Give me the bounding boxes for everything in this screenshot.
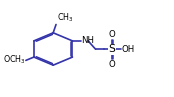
Text: O: O <box>108 60 115 69</box>
Text: OH: OH <box>122 45 135 54</box>
Text: OCH$_3$: OCH$_3$ <box>3 54 25 66</box>
Text: S: S <box>108 44 115 54</box>
Text: O: O <box>108 30 115 39</box>
Text: NH: NH <box>81 36 94 45</box>
Text: CH$_3$: CH$_3$ <box>57 12 73 24</box>
